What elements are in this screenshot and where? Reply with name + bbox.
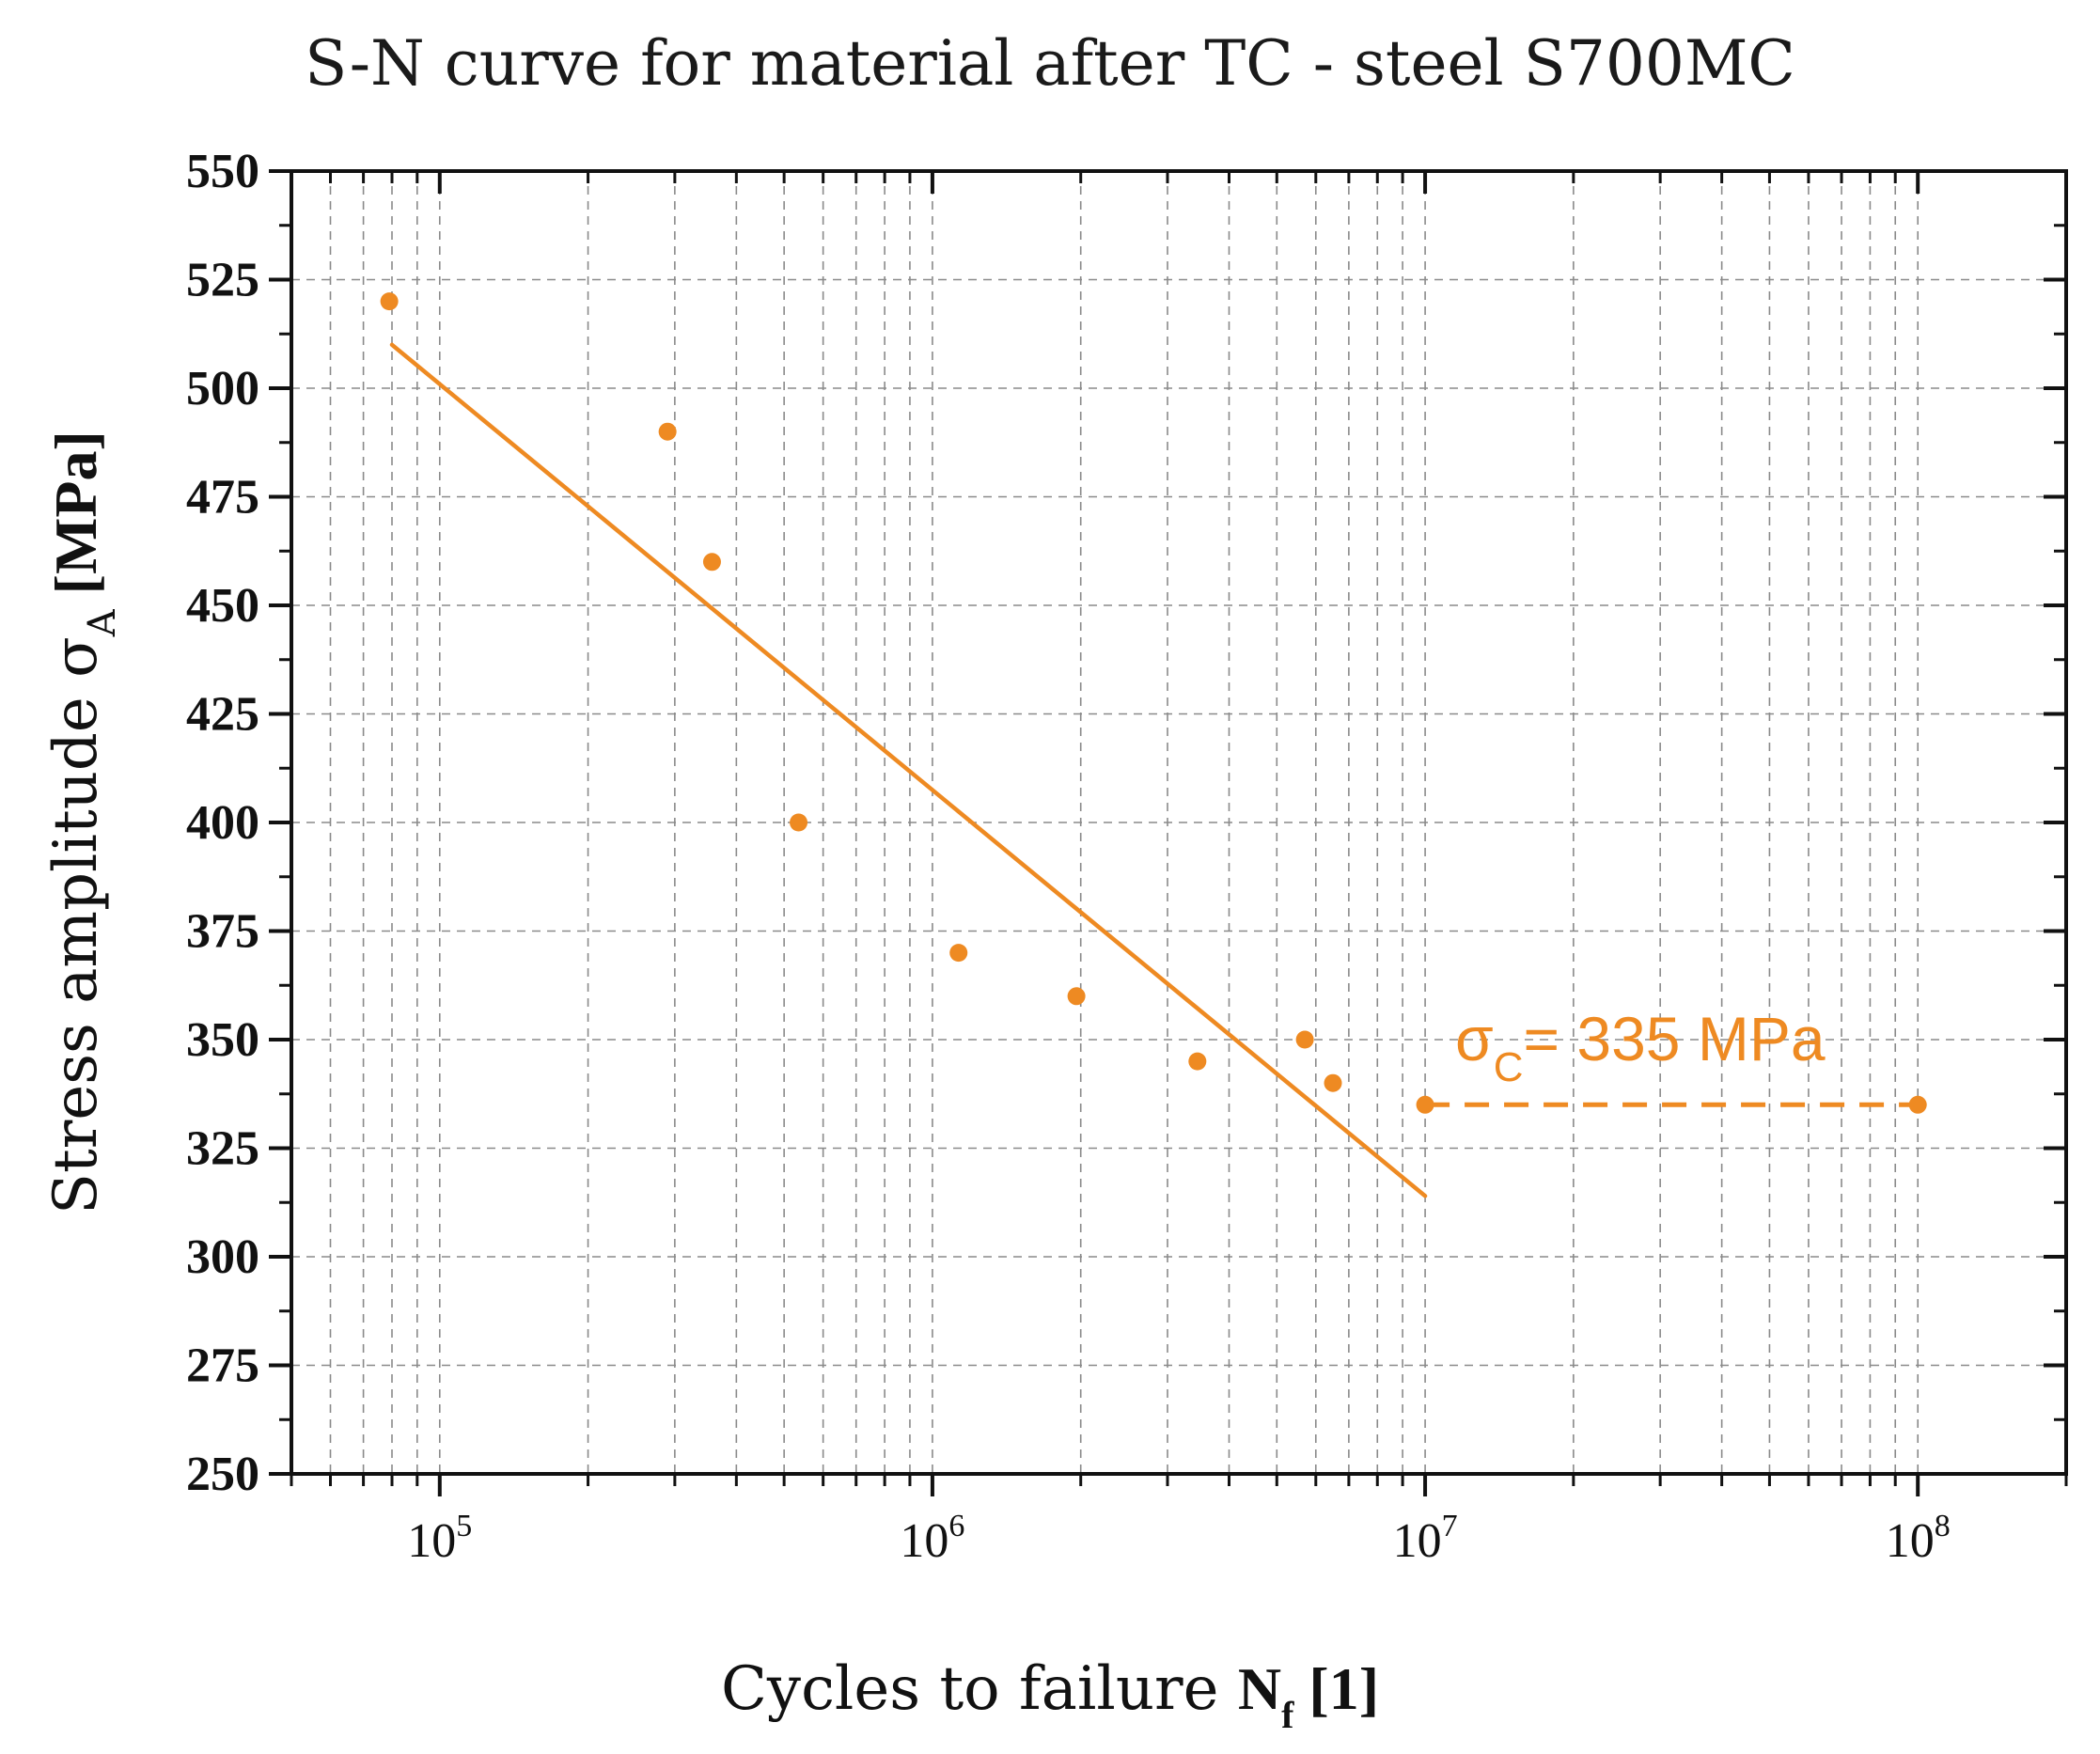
plot-frame [290, 169, 2068, 1476]
annotation-value: = 335 MPa [1524, 1004, 1826, 1073]
y-axis-label-prefix: Stress amplitude [41, 678, 111, 1214]
data-point [1188, 1052, 1207, 1071]
y-tick-label: 275 [186, 1339, 259, 1393]
x-tick-labels: 105 106 107 108 [407, 1509, 1950, 1568]
series [380, 292, 1927, 1198]
y-axis-label: Stress amplitude σA [MPa] [41, 431, 124, 1214]
y-axis-label-symbol: σ [41, 636, 111, 678]
x-axis-label-prefix: Cycles to failure [721, 1654, 1238, 1724]
fatigue-limit-endpoint [1908, 1095, 1927, 1114]
x-tick-label: 106 [900, 1509, 964, 1568]
annotation-symbol: σ [1455, 1004, 1494, 1073]
fatigue-limit-endpoint [1416, 1095, 1434, 1114]
x-tick-base: 10 [1393, 1514, 1442, 1568]
data-point [658, 422, 677, 441]
x-axis-label: Cycles to failure Nf [1] [721, 1654, 1379, 1736]
data-point [380, 292, 399, 311]
x-tick-exponent: 8 [1935, 1509, 1951, 1543]
fatigue-limit-annotation: σC= 335 MPa [1455, 1004, 1826, 1090]
x-axis-label-unit: [1] [1293, 1655, 1379, 1722]
x-tick-exponent: 5 [456, 1509, 472, 1543]
y-tick-label: 475 [186, 471, 259, 525]
x-tick-base: 10 [407, 1514, 456, 1568]
data-point [1067, 987, 1086, 1006]
y-axis-label-unit: [MPa] [42, 431, 109, 609]
y-tick-label: 450 [186, 579, 259, 633]
y-tick-label: 500 [186, 362, 259, 415]
y-tick-label: 375 [186, 905, 259, 959]
data-point [702, 553, 721, 572]
annotation-subscript: C [1494, 1044, 1524, 1090]
x-tick-base: 10 [1886, 1514, 1935, 1568]
x-axis-label-subscript: f [1281, 1694, 1294, 1736]
x-axis-label-symbol: N [1238, 1655, 1281, 1722]
grid [291, 171, 2066, 1474]
fit-line [389, 342, 1428, 1198]
chart-title: S-N curve for material after TC - steel … [305, 27, 1795, 100]
y-tick-label: 300 [186, 1230, 259, 1284]
axis-ticks [269, 169, 2068, 1496]
y-tick-label: 350 [186, 1013, 259, 1067]
y-tick-labels: 250 275 300 325 350 375 400 425 450 475 500 525 550 [186, 145, 259, 1501]
y-tick-label: 525 [186, 254, 259, 307]
x-tick-base: 10 [900, 1514, 948, 1568]
y-axis-label-subscript: A [81, 608, 124, 637]
data-point [949, 944, 968, 963]
y-tick-label: 400 [186, 796, 259, 850]
x-tick-exponent: 6 [948, 1509, 964, 1543]
y-tick-label: 550 [186, 145, 259, 198]
x-tick-label: 105 [407, 1509, 472, 1568]
y-tick-label: 325 [186, 1122, 259, 1176]
y-tick-label: 250 [186, 1448, 259, 1501]
x-tick-label: 107 [1393, 1509, 1458, 1568]
data-point [1324, 1073, 1342, 1092]
y-tick-label: 425 [186, 688, 259, 742]
x-tick-label: 108 [1886, 1509, 1951, 1568]
x-tick-exponent: 7 [1442, 1509, 1458, 1543]
data-point [1295, 1030, 1314, 1049]
data-point [790, 813, 808, 832]
